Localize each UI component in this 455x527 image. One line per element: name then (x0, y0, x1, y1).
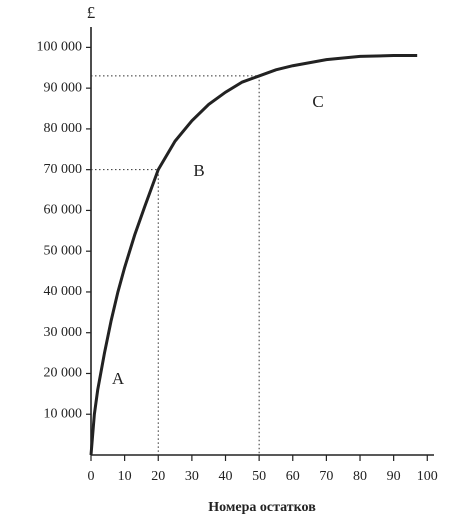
y-tick-label: 90 000 (44, 80, 83, 95)
reference-line (91, 75, 260, 455)
x-tick-label: 100 (417, 469, 438, 484)
y-tick-label: 30 000 (44, 325, 83, 340)
y-tick-label: 20 000 (44, 366, 83, 381)
curve (89, 54, 418, 456)
x-tick-label: 20 (151, 469, 165, 484)
y-tick-label: 50 000 (44, 243, 83, 258)
x-tick-label: 10 (118, 469, 132, 484)
y-axis-label: £ (87, 3, 96, 22)
x-tick-label: 30 (185, 469, 199, 484)
x-tick-label: 0 (88, 469, 95, 484)
x-tick-label: 70 (319, 469, 333, 484)
zone-label: A (112, 369, 125, 388)
y-tick-label: 10 000 (44, 406, 83, 421)
x-tick-label: 90 (387, 469, 401, 484)
y-tick-label: 80 000 (44, 121, 83, 136)
x-tick-label: 80 (353, 469, 367, 484)
y-tick-label: 60 000 (44, 203, 83, 218)
y-tick-label: 70 000 (44, 162, 83, 177)
y-tick-label: 40 000 (44, 284, 83, 299)
zone-label: C (312, 92, 323, 111)
zone-label: B (193, 161, 204, 180)
x-axis-label: Номера остатков (208, 500, 316, 515)
reference-line (91, 169, 159, 455)
x-tick-label: 50 (252, 469, 266, 484)
y-tick-label: 100 000 (37, 40, 83, 55)
x-tick-label: 40 (219, 469, 233, 484)
x-tick-label: 60 (286, 469, 300, 484)
